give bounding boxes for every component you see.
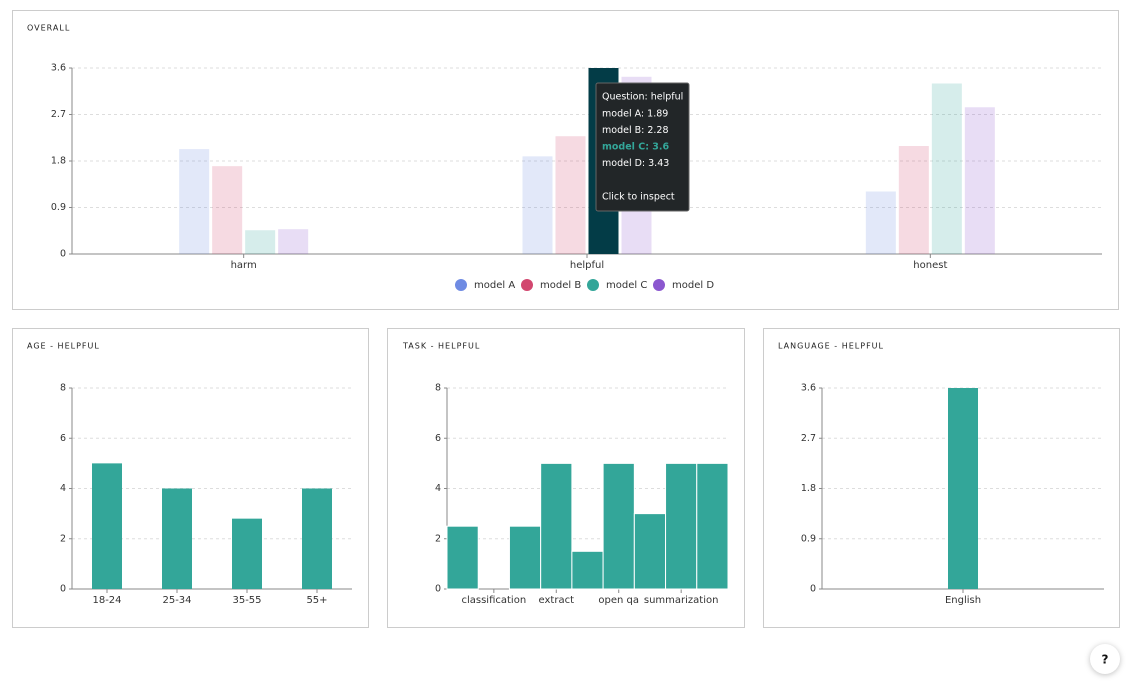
bar xyxy=(865,191,896,254)
x-tick-label: helpful xyxy=(570,260,604,271)
chart-title: TASK - HELPFUL xyxy=(402,342,480,351)
chart-title: AGE - HELPFUL xyxy=(27,342,100,351)
x-tick-label: 55+ xyxy=(306,595,327,606)
legend-swatch xyxy=(653,279,665,291)
tooltip-line: model A: 1.89 xyxy=(602,109,668,120)
y-tick-label: 2 xyxy=(60,533,66,544)
tooltip xyxy=(595,82,690,212)
y-tick-label: 2.7 xyxy=(51,109,66,120)
bar xyxy=(602,462,635,590)
help-label[interactable]: ? xyxy=(1102,653,1109,667)
y-tick-label: 0.9 xyxy=(51,202,66,213)
bar xyxy=(212,166,243,254)
chart-title: OVERALL xyxy=(27,24,70,33)
y-tick-label: 6 xyxy=(435,433,441,444)
tooltip-title: Question: helpful xyxy=(602,92,683,103)
y-tick-label: 8 xyxy=(435,383,441,394)
bar xyxy=(302,488,332,589)
x-tick-label: 35-55 xyxy=(232,595,261,606)
bar xyxy=(278,229,309,254)
y-tick-label: 1.8 xyxy=(51,156,66,167)
bar xyxy=(540,462,573,590)
bar xyxy=(633,513,667,590)
y-tick-label: 0 xyxy=(60,249,66,260)
x-tick-label: open qa xyxy=(598,595,639,606)
legend-label: model A xyxy=(474,280,515,291)
bar xyxy=(898,146,929,254)
tooltip-footer: Click to inspect xyxy=(602,192,675,203)
y-tick-label: 4 xyxy=(435,483,441,494)
x-tick-label: 25-34 xyxy=(162,595,191,606)
panel xyxy=(763,328,1120,628)
x-tick-label: extract xyxy=(539,595,575,606)
legend-swatch xyxy=(587,279,599,291)
legend-label: model D xyxy=(672,280,714,291)
x-tick-label: honest xyxy=(913,260,947,271)
legend-swatch xyxy=(455,279,467,291)
y-tick-label: 8 xyxy=(60,383,66,394)
bar xyxy=(931,83,962,254)
y-tick-label: 4 xyxy=(60,483,66,494)
tooltip-line: model D: 3.43 xyxy=(602,158,669,169)
y-tick-label: 3.6 xyxy=(51,63,66,74)
bar xyxy=(245,230,276,254)
bar xyxy=(964,107,995,255)
bar xyxy=(162,488,192,589)
x-tick-label: classification xyxy=(461,595,526,606)
bar xyxy=(179,149,210,254)
chart-title: LANGUAGE - HELPFUL xyxy=(778,342,884,351)
bar xyxy=(508,525,542,590)
help-button[interactable] xyxy=(1090,644,1120,674)
y-tick-label: 0 xyxy=(60,584,66,595)
y-tick-label: 0 xyxy=(435,584,441,595)
y-tick-label: 0 xyxy=(810,584,816,595)
x-tick-label: summarization xyxy=(644,595,719,606)
bar xyxy=(232,518,262,589)
bar xyxy=(446,525,479,590)
legend-swatch xyxy=(521,279,533,291)
y-tick-label: 3.6 xyxy=(801,383,816,394)
x-tick-label: harm xyxy=(231,260,257,271)
x-tick-label: 18-24 xyxy=(92,595,121,606)
tooltip-line: model B: 2.28 xyxy=(602,125,669,136)
y-tick-label: 2.7 xyxy=(801,433,816,444)
y-tick-label: 6 xyxy=(60,433,66,444)
x-tick-label: English xyxy=(945,595,981,606)
legend-label: model C xyxy=(606,280,647,291)
y-tick-label: 0.9 xyxy=(801,533,816,544)
tooltip-line: model C: 3.6 xyxy=(602,142,670,153)
legend-label: model B xyxy=(540,280,581,291)
bar xyxy=(665,462,698,590)
panel xyxy=(12,10,1119,310)
bar xyxy=(571,550,604,590)
bar xyxy=(696,462,729,590)
bar xyxy=(92,463,122,589)
bar xyxy=(555,136,586,254)
bar xyxy=(948,388,978,589)
y-tick-label: 1.8 xyxy=(801,483,816,494)
y-tick-label: 2 xyxy=(435,533,441,544)
bar xyxy=(522,156,553,254)
